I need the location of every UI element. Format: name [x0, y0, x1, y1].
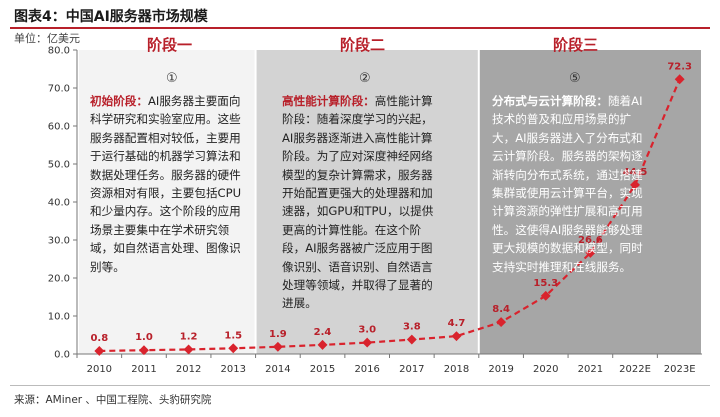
chart-title: 图表4：中国AI服务器市场规模 [14, 9, 208, 25]
data-point [540, 290, 551, 301]
series-line-group [94, 74, 685, 356]
phase-3-heading: 阶段三 [553, 36, 599, 54]
data-point [406, 334, 417, 345]
x-tick-label: 2016 [354, 364, 379, 375]
phase-1-description: 初始阶段：AI服务器主要面向科学研究和实验室应用。这些服务器配置相对较低，主要用… [90, 92, 252, 276]
y-tick-label: 60.0 [48, 122, 70, 133]
chart-axes: 0.0 10.0 20.0 30.0 40.0 50.0 60.0 70.0 80.0 2010 2… [48, 46, 702, 375]
phase-3-description: 分布式与云计算阶段：随着AI技术的普及和应用场景的扩大，AI服务器进入了分布式和… [492, 92, 652, 276]
phase-bands [79, 50, 701, 354]
phase-1-number: ① [166, 71, 178, 86]
phase-2-lead: 高性能计算阶段： [282, 94, 375, 108]
x-tick-label: 2018 [444, 364, 469, 375]
phase-2-number: ② [359, 71, 371, 86]
x-tick-label: 2014 [265, 364, 290, 375]
phase-3-number: ⑤ [569, 71, 581, 86]
data-label: 4.7 [448, 318, 466, 329]
y-tick-label: 20.0 [48, 274, 70, 285]
phase-3-body: 随着AI技术的普及和应用场景的扩大，AI服务器进入了分布式和云计算阶段。服务器的… [492, 94, 643, 274]
market-size-line [99, 78, 681, 353]
phase-band-1 [79, 50, 255, 354]
x-tick-label: 2017 [399, 364, 424, 375]
data-label: 1.9 [269, 329, 287, 340]
data-label: 15.3 [533, 278, 558, 289]
y-tick-label: 30.0 [48, 236, 70, 247]
data-point [630, 179, 640, 190]
x-tick-label: 2021 [578, 364, 603, 375]
data-point [362, 337, 373, 348]
x-tick-label: 2010 [87, 364, 112, 375]
phase-2-body: 高性能计算阶段：随着深度学习的兴起，AI服务器逐渐进入高性能计算阶段。为了应对深… [282, 94, 434, 311]
data-label: 3.8 [403, 322, 421, 333]
data-label: 1.5 [224, 330, 242, 341]
y-tick-label: 40.0 [48, 198, 70, 209]
y-tick-label: 10.0 [48, 312, 70, 323]
x-tick-label: 2020 [533, 364, 558, 375]
phase-3-lead: 分布式与云计算阶段： [492, 94, 608, 108]
data-label: 72.3 [667, 61, 692, 72]
data-point [317, 339, 328, 350]
phase-1-lead: 初始阶段： [90, 94, 148, 108]
data-label: 2.4 [314, 327, 332, 338]
x-tick-label: 2022E [619, 364, 651, 375]
data-point [272, 341, 283, 352]
data-point [228, 343, 239, 354]
x-tick-label: 2023E [664, 364, 696, 375]
title-divider [10, 27, 710, 29]
data-point [183, 344, 194, 355]
phase-2-description: 高性能计算阶段：高性能计算阶段：随着深度学习的兴起，AI服务器逐渐进入高性能计算… [282, 92, 442, 313]
x-tick-label: 2012 [176, 364, 201, 375]
phase-1-body: AI服务器主要面向科学研究和实验室应用。这些服务器配置相对较低，主要用于运行基础… [90, 94, 242, 274]
x-tick-label: 2013 [221, 364, 246, 375]
x-tick-label: 2019 [488, 364, 513, 375]
data-label: 3.0 [358, 325, 376, 336]
data-label: 8.4 [492, 304, 510, 315]
data-label: 0.8 [90, 333, 108, 344]
phase-band-2 [256, 50, 478, 354]
y-tick-label: 0.0 [54, 350, 70, 361]
x-tick-label: 2011 [131, 364, 156, 375]
data-label: 1.0 [135, 332, 153, 343]
x-tick-label: 2015 [310, 364, 335, 375]
value-label-group: 0.8 1.0 1.2 1.5 1.9 2.4 3.0 3.8 4.7 8.4 15.3 26.6 44… [90, 61, 692, 344]
unit-label: 单位：亿美元 [14, 32, 80, 45]
phase-2-heading: 阶段二 [340, 36, 386, 54]
y-tick-label: 50.0 [48, 160, 70, 171]
data-point [451, 331, 462, 342]
phase-1-heading: 阶段一 [147, 36, 193, 54]
data-label: 44.5 [623, 167, 648, 178]
y-tick-label: 80.0 [48, 46, 70, 57]
footer-divider [10, 385, 710, 386]
data-label: 26.6 [578, 235, 603, 246]
data-label: 1.2 [180, 331, 198, 342]
data-point [674, 74, 685, 85]
data-point [139, 345, 149, 356]
data-point [585, 247, 596, 258]
data-point [496, 317, 507, 328]
source-note: 来源：AMiner 、中国工程院、头豹研究院 [14, 394, 212, 406]
phase-band-3 [479, 50, 701, 354]
y-tick-label: 70.0 [48, 84, 70, 95]
